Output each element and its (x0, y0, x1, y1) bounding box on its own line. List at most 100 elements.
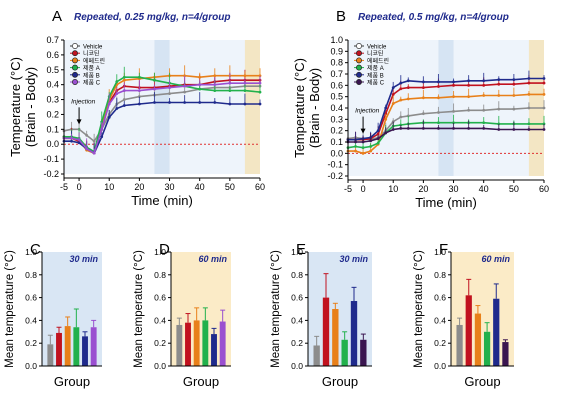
data-point (399, 115, 403, 119)
bar-5 (90, 327, 97, 366)
x-tick-label: 50 (225, 182, 235, 192)
data-point (527, 122, 531, 126)
data-point (213, 89, 217, 93)
bar-2 (64, 326, 71, 366)
y-tick-label: 0.6 (154, 293, 166, 303)
data-point (542, 93, 546, 96)
chart-title: 30 min (339, 254, 368, 264)
data-point (406, 86, 410, 89)
x-axis-label: Group (322, 374, 358, 389)
y-tick-label: -0.2 (327, 171, 343, 181)
y-tick-label: 1.0 (434, 247, 446, 257)
x-tick-label: 60 (539, 184, 549, 194)
bar-0 (313, 345, 320, 366)
y-tick-label: 0.5 (46, 65, 59, 75)
bar-5 (219, 321, 226, 366)
legend-marker (356, 50, 362, 57)
data-point (137, 102, 141, 106)
data-point (137, 89, 141, 93)
y-tick-label: 0.8 (291, 270, 303, 280)
x-tick-label: 40 (195, 182, 205, 192)
y-tick-label: 0.6 (46, 50, 59, 60)
data-point (376, 129, 380, 133)
data-point (482, 121, 486, 125)
data-point (542, 106, 546, 110)
data-point (437, 126, 440, 130)
data-point (497, 128, 501, 131)
y-tick-label: 1.0 (330, 35, 343, 45)
data-point (542, 81, 546, 85)
y-tick-label: 0.6 (25, 293, 37, 303)
y-tick-label: 0.7 (330, 69, 343, 79)
data-point (452, 95, 455, 99)
y-axis-label: Temperature (°C) (8, 57, 23, 157)
legend-label: Vehicle (367, 45, 387, 51)
panel-c: 0.0 0.2 0.4 0.6 0.8 1.0C 30 min Group Mean tempe… (4, 241, 102, 389)
y-tick-label: 0.2 (291, 338, 303, 348)
data-point (369, 139, 373, 143)
y-tick-label: 1.0 (25, 247, 37, 257)
data-point (243, 89, 247, 93)
panel-letter: F (439, 241, 448, 258)
bar-0 (456, 324, 463, 366)
data-point (376, 132, 380, 136)
data-point (527, 93, 531, 96)
injection-arrow-head (360, 128, 366, 134)
data-point (482, 79, 486, 83)
data-point (452, 80, 455, 84)
data-point (437, 111, 440, 114)
y-tick-label: 0.4 (291, 315, 303, 325)
data-point (497, 82, 501, 86)
y-tick-label: 0.0 (25, 361, 37, 371)
y-tick-label: 0.8 (25, 270, 37, 280)
legend-marker (356, 57, 362, 64)
y-axis-label-sub: (Brain - Body) (307, 68, 322, 148)
data-point (122, 104, 126, 107)
panel-a: -0.2 -0.1 0.0 0.1 0.2 0.3 0.4 0.5 0.6 0.7 -5 0 10 20 3… (8, 8, 265, 208)
panel-letter: C (30, 241, 41, 258)
legend-label: 제품 B (367, 71, 384, 79)
data-point (92, 151, 96, 155)
legend-marker (72, 57, 78, 64)
x-tick-label: 40 (479, 184, 489, 194)
data-point (542, 128, 546, 131)
legend-marker (72, 79, 78, 85)
data-point (391, 93, 395, 96)
bar-2 (193, 320, 200, 366)
legend-marker (356, 64, 362, 71)
data-point (406, 97, 410, 101)
chart-title: 30 min (69, 254, 98, 264)
data-point (399, 126, 403, 130)
legend-label: 에페드린 (367, 57, 389, 65)
data-point (361, 146, 365, 150)
data-point (153, 101, 156, 104)
data-point (421, 86, 425, 89)
bar-1 (56, 332, 62, 366)
chart-title: Repeated, 0.5 mg/kg, n=4/group (358, 12, 509, 23)
y-tick-label: 0.1 (330, 137, 343, 147)
y-tick-label: 0.4 (434, 315, 446, 325)
legend-marker (72, 64, 78, 71)
data-point (115, 107, 119, 110)
bar-3 (73, 327, 80, 366)
legend-label: 제품 B (83, 71, 100, 79)
y-tick-label: 0.4 (46, 80, 59, 90)
y-axis-label: Mean temperature (°C) (270, 250, 282, 368)
x-axis-label: Time (min) (131, 193, 193, 208)
y-tick-label: 0.9 (330, 46, 343, 56)
x-tick-label: 10 (104, 182, 114, 192)
series-5 (346, 120, 546, 144)
panel-e: 0.0 0.2 0.4 0.6 0.8 1.0E 30 min Group Mean tempe… (270, 241, 372, 389)
y-tick-label: 0.8 (154, 270, 166, 280)
chart-title: Repeated, 0.25 mg/kg, n=4/group (74, 12, 230, 23)
legend-label: 제품 C (367, 79, 385, 87)
x-tick-label: 10 (388, 184, 398, 194)
y-tick-label: 0.0 (434, 361, 446, 371)
data-point (399, 87, 403, 91)
x-axis-label: Time (min) (415, 195, 477, 210)
shaded-window-late (244, 40, 260, 174)
data-point (399, 98, 403, 102)
chart-title: 60 min (198, 254, 227, 264)
data-point (115, 92, 119, 95)
